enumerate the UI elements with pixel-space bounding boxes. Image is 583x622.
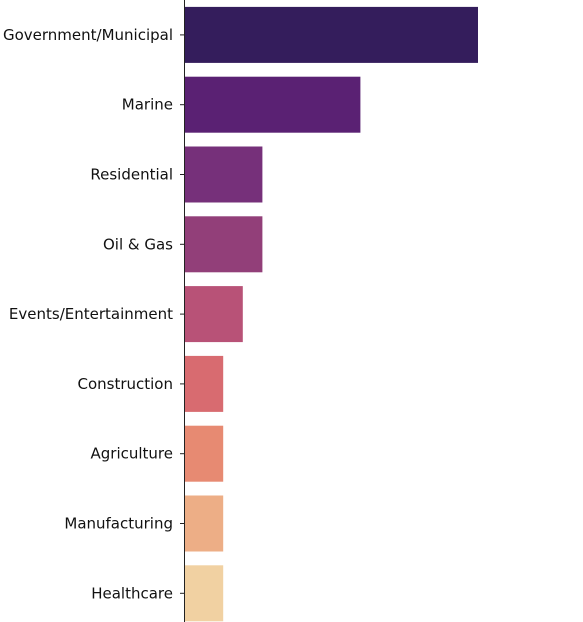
bar-marine <box>184 76 361 133</box>
category-label: Events/Entertainment <box>9 305 173 323</box>
bar-agriculture <box>184 425 224 482</box>
bars-group <box>184 6 478 622</box>
bar-government-municipal <box>184 6 478 63</box>
category-label: Oil & Gas <box>103 235 173 253</box>
bar-residential <box>184 146 263 203</box>
bar-oil-gas <box>184 216 263 273</box>
category-labels-group: Government/Municipal Marine Residential Oil… <box>3 26 184 602</box>
category-label: Residential <box>90 166 173 184</box>
category-label: Government/Municipal <box>3 26 173 44</box>
category-label: Agriculture <box>91 445 174 463</box>
category-label: Healthcare <box>91 584 173 602</box>
category-label: Manufacturing <box>64 515 173 533</box>
bar-construction <box>184 355 224 412</box>
category-label: Construction <box>77 375 173 393</box>
bar-events-entertainment <box>184 286 243 343</box>
bar-healthcare <box>184 565 224 622</box>
bar-manufacturing <box>184 495 224 552</box>
category-label: Marine <box>122 96 173 114</box>
